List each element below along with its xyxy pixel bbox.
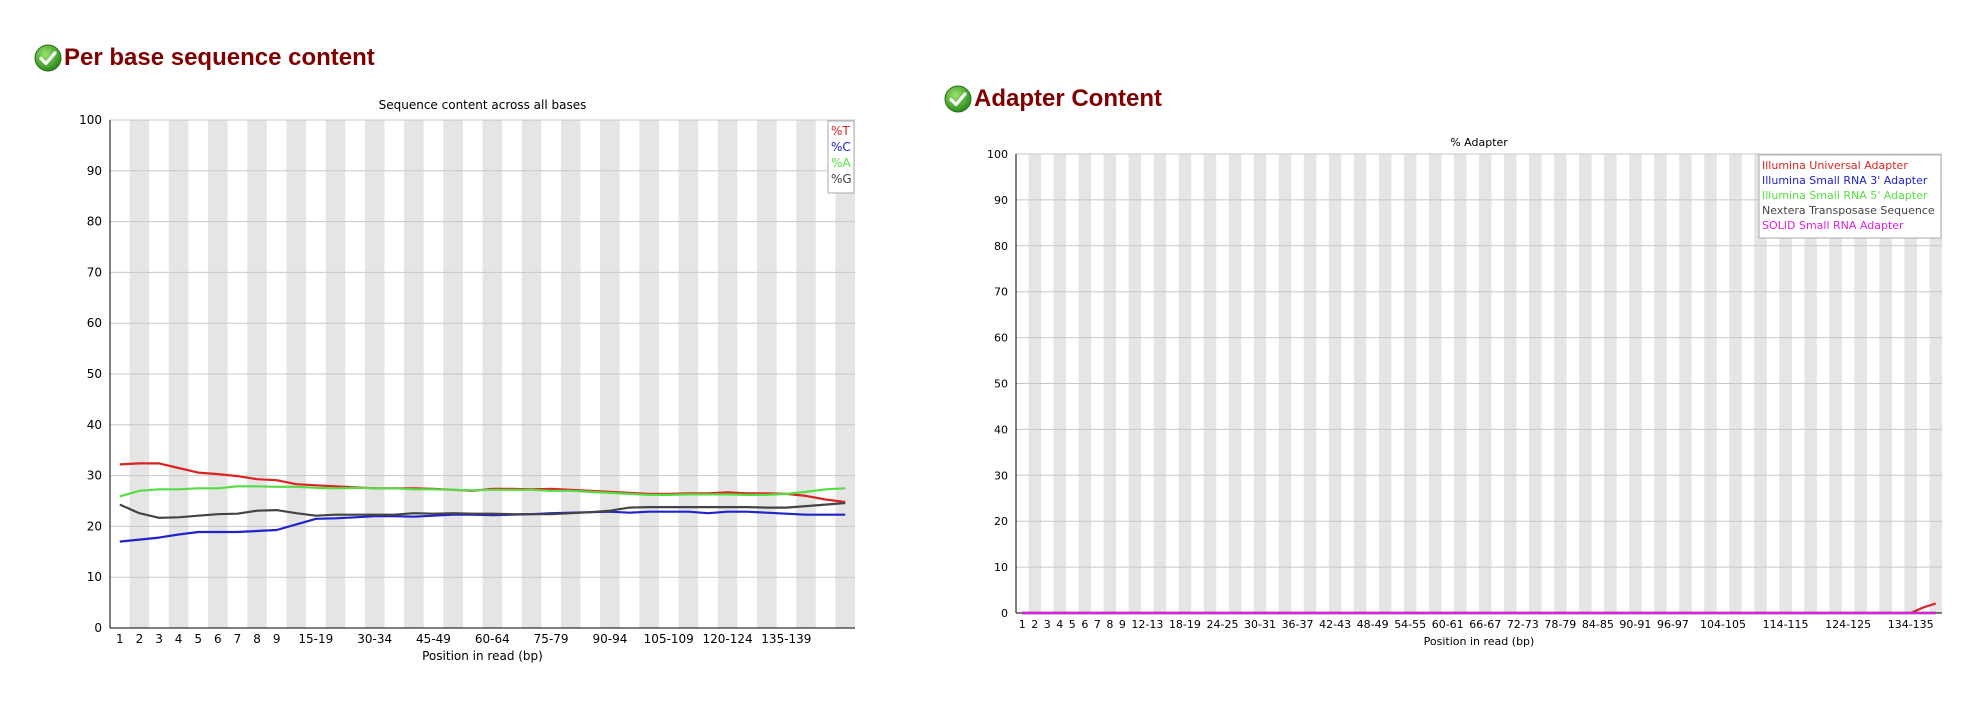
y-tick-label: 100 <box>987 148 1008 161</box>
x-tick-label: 105-109 <box>644 632 694 646</box>
legend-box <box>827 120 855 194</box>
y-tick-label: 90 <box>87 164 102 178</box>
x-tick-label: 8 <box>1106 618 1113 631</box>
x-tick-label: 2 <box>1031 618 1038 631</box>
legend-entry: Illumina Universal Adapter <box>1762 159 1908 172</box>
x-tick-label: 4 <box>175 632 183 646</box>
x-tick-label: 78-79 <box>1544 618 1576 631</box>
x-tick-label: 8 <box>253 632 261 646</box>
series-line <box>119 510 846 543</box>
legend-entry: Illumina Small RNA 3' Adapter <box>1762 174 1928 187</box>
legend: %T %C %A %G <box>827 120 855 194</box>
x-tick-label: 120-124 <box>702 632 752 646</box>
legend: Illumina Universal Adapter Illumina Small… <box>1758 154 1942 239</box>
x-tick-label: 36-37 <box>1282 618 1314 631</box>
module-title: Per base sequence content <box>64 44 375 71</box>
module-header-per-base-content: Per base sequence content <box>34 44 375 72</box>
legend-entry: Nextera Transposase Sequence <box>1762 204 1935 217</box>
legend-entry: Illumina Small RNA 5' Adapter <box>1762 189 1928 202</box>
module-title: Adapter Content <box>974 85 1162 112</box>
check-circle-icon <box>944 85 972 113</box>
x-tick-label: 90-94 <box>592 632 627 646</box>
x-tick-label: 90-91 <box>1619 618 1651 631</box>
legend-box <box>1758 154 1942 239</box>
x-tick-label: 6 <box>1081 618 1088 631</box>
x-tick-label: 18-19 <box>1169 618 1201 631</box>
x-tick-label: 72-73 <box>1507 618 1539 631</box>
x-tick-label: 12-13 <box>1131 618 1163 631</box>
y-tick-label: 30 <box>994 469 1008 482</box>
check-circle-icon <box>34 44 62 72</box>
legend-entry: %T <box>831 124 850 138</box>
x-tick-label: 30-34 <box>357 632 392 646</box>
y-tick-label: 20 <box>994 515 1008 528</box>
x-tick-label: 5 <box>194 632 202 646</box>
x-tick-label: 84-85 <box>1582 618 1614 631</box>
x-tick-label: 66-67 <box>1469 618 1501 631</box>
x-tick-label: 30-31 <box>1244 618 1276 631</box>
y-tick-label: 100 <box>79 113 102 127</box>
x-tick-label: 1 <box>1019 618 1026 631</box>
x-tick-label: 24-25 <box>1206 618 1238 631</box>
x-tick-label: 9 <box>1119 618 1126 631</box>
y-tick-label: 90 <box>994 194 1008 207</box>
y-tick-label: 0 <box>1001 607 1008 620</box>
x-tick-label: 42-43 <box>1319 618 1351 631</box>
x-tick-label: 7 <box>1094 618 1101 631</box>
x-tick-label: 96-97 <box>1657 618 1689 631</box>
module-header-adapter-content: Adapter Content <box>944 85 1162 113</box>
y-tick-label: 40 <box>87 418 102 432</box>
y-tick-label: 20 <box>87 519 102 533</box>
x-tick-label: 54-55 <box>1394 618 1426 631</box>
x-tick-label: 5 <box>1069 618 1076 631</box>
y-tick-label: 0 <box>94 621 102 635</box>
series-line <box>119 501 846 519</box>
y-tick-label: 30 <box>87 469 102 483</box>
x-tick-label: 60-64 <box>475 632 510 646</box>
y-tick-label: 50 <box>994 378 1008 391</box>
legend-entry: SOLID Small RNA Adapter <box>1762 219 1904 232</box>
x-tick-label: 75-79 <box>534 632 569 646</box>
x-tick-label: 3 <box>1044 618 1051 631</box>
legend-entry: %A <box>831 156 851 170</box>
x-tick-label: 60-61 <box>1432 618 1464 631</box>
y-tick-label: 80 <box>994 240 1008 253</box>
x-tick-label: 114-115 <box>1763 618 1809 631</box>
y-tick-label: 50 <box>87 367 102 381</box>
x-tick-label: 45-49 <box>416 632 451 646</box>
y-tick-label: 70 <box>87 265 102 279</box>
x-tick-label: 6 <box>214 632 222 646</box>
chart-title: Sequence content across all bases <box>379 98 587 112</box>
y-tick-label: 60 <box>87 316 102 330</box>
x-tick-label: 48-49 <box>1357 618 1389 631</box>
x-tick-label: 1 <box>116 632 124 646</box>
chart-title: % Adapter <box>1450 136 1508 149</box>
x-tick-label: 135-139 <box>761 632 811 646</box>
x-tick-label: 7 <box>234 632 242 646</box>
x-axis-label: Position in read (bp) <box>422 649 543 663</box>
x-tick-label: 104-105 <box>1700 618 1746 631</box>
y-tick-label: 40 <box>994 423 1008 436</box>
y-tick-label: 80 <box>87 215 102 229</box>
x-tick-label: 134-135 <box>1888 618 1934 631</box>
x-tick-label: 124-125 <box>1825 618 1871 631</box>
legend-entry: %C <box>831 140 851 154</box>
series-line <box>119 485 846 498</box>
x-tick-label: 9 <box>273 632 281 646</box>
y-tick-label: 10 <box>994 561 1008 574</box>
x-tick-label: 2 <box>136 632 144 646</box>
x-axis-label: Position in read (bp) <box>1424 635 1535 648</box>
legend-entry: %G <box>831 172 852 186</box>
sequence-content-chart: Sequence content across all bases 0 10 20 30… <box>79 98 855 663</box>
y-tick-label: 10 <box>87 570 102 584</box>
x-tick-label: 15-19 <box>298 632 333 646</box>
y-tick-label: 70 <box>994 286 1008 299</box>
x-tick-label: 3 <box>155 632 163 646</box>
x-tick-label: 4 <box>1056 618 1063 631</box>
y-tick-label: 60 <box>994 332 1008 345</box>
